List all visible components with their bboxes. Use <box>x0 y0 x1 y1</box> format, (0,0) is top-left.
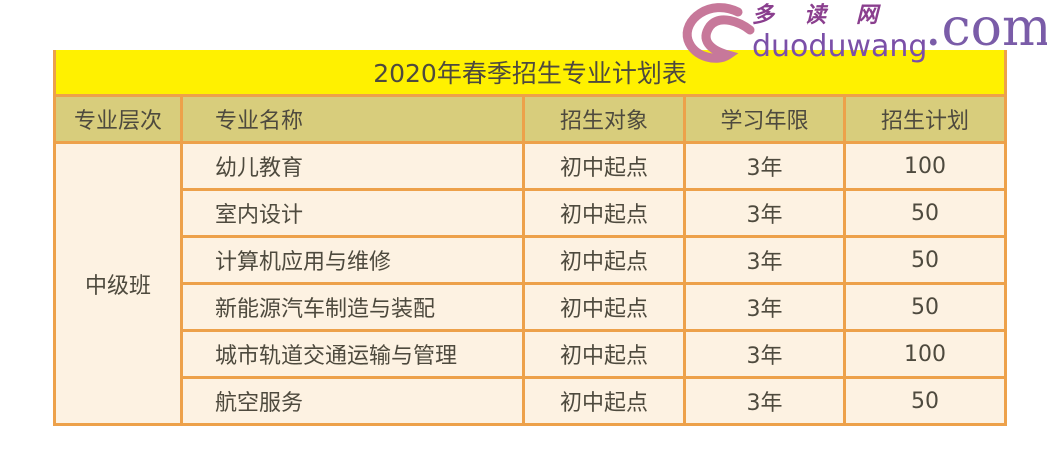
target-cell: 初中起点 <box>522 188 686 238</box>
major-name: 计算机应用与维修 <box>180 235 525 285</box>
major-name: 城市轨道交通运输与管理 <box>180 329 525 379</box>
target-cell: 初中起点 <box>522 376 686 426</box>
enrollment-plan-table: 2020年春季招生专业计划表 专业层次 专业名称 招生对象 学习年限 招生计划 … <box>52 50 1008 426</box>
table-row: 航空服务 初中起点 3年 50 <box>55 376 1008 426</box>
target-cell: 初中起点 <box>522 282 686 332</box>
years-cell: 3年 <box>683 188 846 238</box>
table-row: 中级班 幼儿教育 初中起点 3年 100 <box>53 141 1008 426</box>
level-cell: 中级班 <box>53 141 183 426</box>
watermark-text: .com <box>925 0 1047 58</box>
header-name: 专业名称 <box>180 94 525 144</box>
header-row: 专业层次 专业名称 招生对象 学习年限 招生计划 <box>53 94 1008 144</box>
years-cell: 3年 <box>683 376 846 426</box>
years-cell: 3年 <box>683 235 846 285</box>
watermark-text: 多 <box>752 2 775 28</box>
years-cell: 3年 <box>683 282 846 332</box>
major-name: 室内设计 <box>180 188 525 238</box>
watermark-text: 网 <box>856 2 879 28</box>
plan-cell: 100 <box>842 329 1008 379</box>
header-years: 学习年限 <box>683 94 846 144</box>
major-name: 航空服务 <box>180 376 525 426</box>
table-row: 新能源汽车制造与装配 初中起点 3年 50 <box>55 282 1008 332</box>
table-title: 2020年春季招生专业计划表 <box>52 50 1008 97</box>
plan-cell: 50 <box>842 235 1008 285</box>
header-level: 专业层次 <box>53 94 183 144</box>
years-cell: 3年 <box>683 141 846 191</box>
watermark-text: 读 <box>804 2 827 28</box>
header-target: 招生对象 <box>522 94 686 144</box>
target-cell: 初中起点 <box>522 329 686 379</box>
major-name: 幼儿教育 <box>180 141 525 191</box>
plan-cell: 50 <box>842 282 1008 332</box>
major-name: 新能源汽车制造与装配 <box>180 282 525 332</box>
table-row: 城市轨道交通运输与管理 初中起点 3年 100 <box>55 329 1008 379</box>
table-row: 室内设计 初中起点 3年 50 <box>55 188 1008 238</box>
plan-cell: 50 <box>842 376 1008 426</box>
plan-cell: 50 <box>842 188 1008 238</box>
target-cell: 初中起点 <box>522 235 686 285</box>
target-cell: 初中起点 <box>522 141 686 191</box>
plan-cell: 100 <box>842 141 1008 191</box>
years-cell: 3年 <box>683 329 846 379</box>
header-plan: 招生计划 <box>842 94 1008 144</box>
table-row: 计算机应用与维修 初中起点 3年 50 <box>55 235 1008 285</box>
